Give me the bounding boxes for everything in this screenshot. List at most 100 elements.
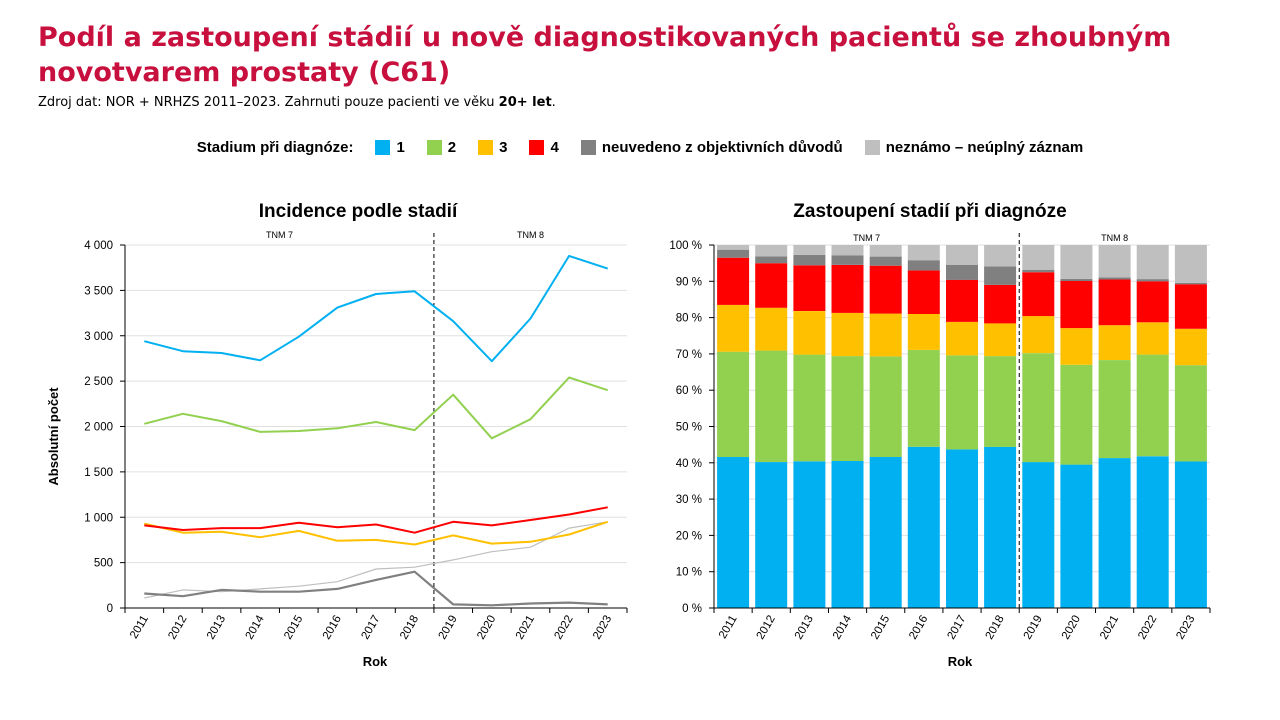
y-tick-label: 4 000 (84, 240, 113, 252)
x-tick-label: 2020 (475, 614, 498, 642)
y-tick-label: 20 % (676, 530, 702, 542)
bar-segment (831, 265, 864, 313)
legend-swatch (580, 140, 596, 155)
bar-segment (1022, 272, 1055, 317)
legend-item-stage-3: 3 (478, 139, 507, 156)
x-tick-label: 2023 (591, 614, 614, 642)
x-tick-label: 2015 (282, 614, 305, 642)
bar-segment (1136, 281, 1169, 323)
legend-swatch (529, 140, 545, 155)
bar-segment (1174, 282, 1207, 285)
x-tick-label: 2014 (244, 613, 267, 642)
bar-segment (1174, 328, 1207, 366)
subtitle-suffix: . (551, 95, 556, 110)
bar-segment (793, 254, 826, 266)
x-axis-label: Rok (363, 654, 388, 669)
tnm-annotation: TNM 8 (517, 230, 544, 240)
x-tick-label: 2013 (205, 614, 228, 642)
bar-segment (1136, 245, 1169, 280)
bar-segment (717, 249, 750, 258)
y-tick-label: 1 500 (84, 467, 113, 479)
bar-segment (1098, 458, 1131, 608)
y-tick-label: 10 % (676, 567, 702, 579)
y-tick-label: 50 % (676, 422, 702, 434)
bar-segment (1060, 364, 1093, 465)
x-tick-label: 2011 (128, 614, 151, 641)
bar-segment (869, 356, 902, 457)
y-tick-label: 0 (107, 603, 113, 615)
stacked-bar-chart-stage-share: Zastoupení stadií při diagnóze 0 % 10 % 20 … (669, 201, 1211, 669)
bar-segment (1136, 456, 1169, 608)
y-tick-label: 1 000 (84, 512, 113, 524)
bar-segment (1022, 316, 1055, 354)
bar-segment (1136, 354, 1169, 457)
legend-label: 1 (396, 139, 405, 156)
bar-segment (907, 245, 940, 261)
bar-segment (907, 349, 940, 447)
x-tick-label: 2016 (321, 614, 344, 642)
bar-segment (1136, 322, 1169, 355)
x-tick-label: 2017 (359, 614, 382, 642)
bar-segment (984, 446, 1017, 608)
chart-title: Zastoupení stadií při diagnóze (793, 201, 1066, 222)
bar-segment (1022, 245, 1055, 270)
legend-label: 3 (499, 139, 508, 156)
legend-label: 4 (550, 139, 559, 156)
bar-segment (869, 245, 902, 257)
bar-segment (946, 322, 978, 356)
bar-segment (869, 256, 902, 266)
bar-segment (1174, 284, 1207, 329)
x-tick-label: 2022 (552, 614, 575, 642)
bar-segment (907, 314, 940, 350)
bar-segment (1060, 280, 1093, 329)
legend-item-stage-2: 2 (426, 139, 457, 156)
bar-segment (946, 245, 978, 265)
bar-segment (946, 279, 978, 322)
bar-segment (793, 311, 826, 355)
bar-segment (1060, 278, 1093, 281)
legend-item-stage-4: 4 (529, 139, 559, 156)
bar-segment (1098, 277, 1131, 280)
legend-swatch (478, 140, 494, 155)
legend-swatch (375, 140, 391, 155)
bar-segment (984, 356, 1017, 447)
bar-segment (793, 354, 826, 462)
y-tick-label: 80 % (676, 313, 702, 325)
bar-segment (717, 351, 750, 457)
bar-segment (1022, 353, 1055, 463)
series-line (144, 506, 608, 534)
bar-segment (793, 245, 826, 255)
bar-segment (984, 323, 1017, 357)
y-tick-label: 30 % (676, 494, 702, 506)
subtitle-bold: 20+ let (498, 95, 552, 110)
x-tick-label: 2015 (869, 614, 892, 642)
bar-segment (793, 461, 826, 608)
bar-segment (907, 260, 940, 271)
legend-item-stage-1: 1 (375, 139, 405, 156)
x-tick-label: 2021 (1098, 614, 1121, 642)
legend-swatch (864, 140, 880, 155)
line-chart-incidence: Incidence podle stadií 0 500 1 000 1 500 2 00… (46, 201, 628, 669)
x-tick-label: 2011 (717, 614, 740, 641)
y-tick-label: 2 000 (84, 422, 113, 434)
y-tick-label: 3 500 (84, 285, 113, 297)
y-tick-label: 40 % (676, 458, 702, 470)
bar-segment (984, 284, 1017, 324)
x-axis-label: Rok (948, 654, 973, 669)
bar-segment (1098, 245, 1131, 278)
y-tick-label: 3 000 (84, 331, 113, 343)
y-tick-label: 100 % (669, 240, 702, 252)
legend-label: 2 (447, 139, 457, 156)
bar-segment (1098, 279, 1131, 326)
legend-label: neuvedeno z objektivních důvodů (601, 139, 843, 156)
chart-title: Incidence podle stadií (259, 201, 458, 222)
page-title: Podíl a zastoupení stádií u nově diagnos… (38, 22, 1172, 88)
x-tick-label: 2012 (166, 614, 189, 642)
bar-segment (1174, 461, 1207, 608)
y-tick-label: 500 (94, 558, 113, 570)
legend-swatch (426, 140, 442, 155)
subtitle-prefix: Zdroj dat: NOR + NRHZS 2011–2023. Zahrnu… (38, 95, 499, 110)
legend-item-unknown: neznámo – neúplný záznam (864, 139, 1083, 156)
x-tick-label: 2021 (514, 614, 537, 642)
bar-segment (793, 265, 826, 311)
